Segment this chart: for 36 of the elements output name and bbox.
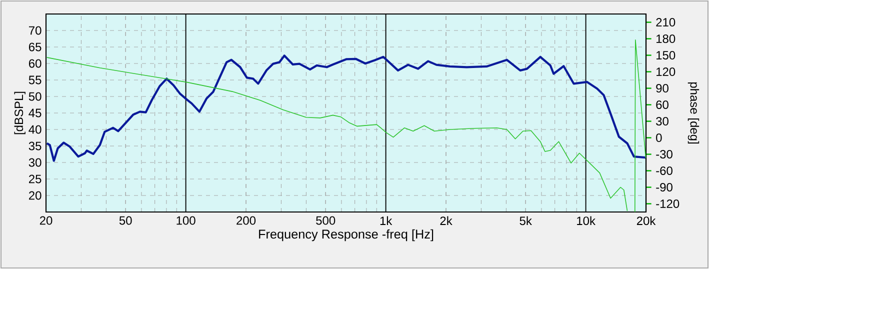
y-tick-label: 45 (28, 108, 42, 118)
y2-tick-label: 150 (656, 50, 676, 60)
y2-tick-label: 30 (656, 116, 668, 126)
x-tick-label: 5k (520, 216, 532, 226)
x-tick-label: 20 (40, 216, 52, 225)
y-tick-label: 60 (28, 59, 42, 68)
y-tick-label: 35 (28, 142, 42, 150)
y2-axis-title: phase [deg] (688, 82, 700, 144)
y-tick-label: 20 (28, 191, 42, 200)
y2-tick-label: 180 (656, 34, 676, 44)
y-tick-label: 55 (28, 76, 42, 84)
y-tick-label: 25 (28, 174, 42, 184)
x-tick-label: 100 (176, 216, 196, 225)
x-tick-label: 500 (316, 216, 336, 225)
y2-tick-label: -90 (656, 182, 672, 192)
y2-tick-label: -60 (656, 166, 672, 176)
y-tick-label: 30 (28, 158, 42, 167)
y2-tick-label: 0 (656, 133, 662, 142)
x-tick-label: 10k (577, 216, 596, 226)
y-tick-label: 70 (28, 26, 42, 35)
x-tick-label: 20k (636, 216, 656, 226)
x-tick-label: 2k (440, 216, 452, 225)
y-axis-title: [dBSPL] (14, 92, 26, 134)
x-axis-title: Frequency Response -freq [Hz] (259, 229, 434, 242)
y2-tick-label: 120 (656, 67, 676, 76)
x-tick-label: 50 (119, 216, 132, 225)
y2-tick-label: 90 (656, 84, 668, 93)
y2-tick-label: -120 (656, 199, 680, 208)
y-tick-label: 65 (28, 42, 42, 52)
x-tick-label: 200 (236, 216, 256, 225)
y2-tick-label: 60 (656, 100, 668, 110)
y2-tick-label: -30 (656, 150, 672, 159)
x-tick-label: 1k (380, 216, 392, 225)
y-tick-label: 40 (28, 125, 42, 134)
y-tick-label: 50 (28, 92, 42, 101)
y2-tick-label: 210 (656, 18, 676, 27)
